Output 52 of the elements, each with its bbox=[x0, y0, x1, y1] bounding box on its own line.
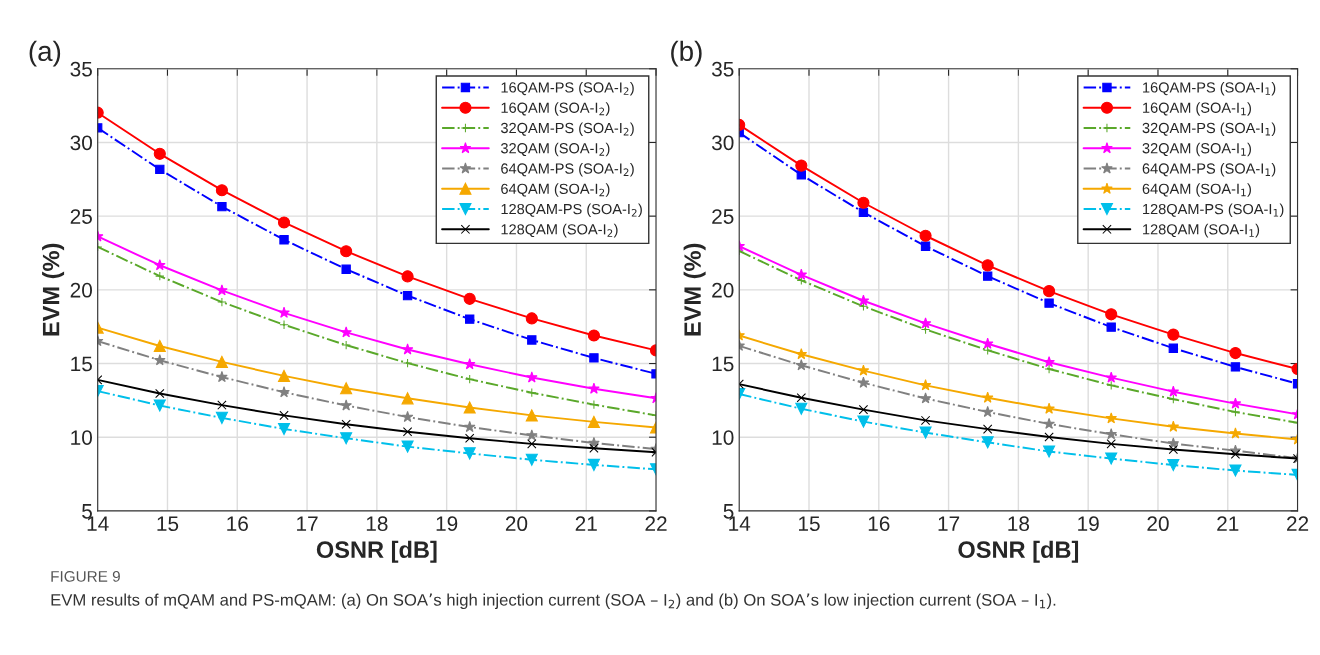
y-tick-label: 15 bbox=[71, 356, 92, 372]
x-tick-label: 21 bbox=[575, 516, 597, 531]
chart-title: (b) bbox=[671, 40, 702, 67]
y-tick-label: 20 bbox=[70, 282, 93, 298]
y-tick-label: 30 bbox=[711, 135, 734, 151]
x-tick-label: 18 bbox=[366, 516, 388, 532]
x-tick-label: 21 bbox=[1217, 516, 1239, 531]
y-tick-label: 10 bbox=[71, 430, 93, 445]
x-axis-title: OSNR [dB] bbox=[958, 540, 1079, 563]
legend-label: 128QAM (SOA-I$_{2}$) bbox=[501, 223, 618, 238]
x-tick-label: 18 bbox=[1008, 516, 1030, 532]
legend-label: 32QAM (SOA-I$_{2}$) bbox=[500, 142, 610, 157]
y-tick-label: 10 bbox=[712, 430, 734, 445]
legend-label: 16QAM (SOA-I$_{2}$) bbox=[501, 102, 610, 116]
y-tick-label: 20 bbox=[712, 282, 734, 298]
y-axis-title: EVM (%) bbox=[42, 243, 65, 336]
text: EVM results of mQAM and PS-mQAM: (a) On SOA’s high injection current (SOA – I$_{2}$) and (b) On SOA’s low injection current (SOA – I$_{1}$). bbox=[51, 593, 1056, 610]
x-tick-label: 20 bbox=[505, 516, 528, 532]
y-tick-label: 15 bbox=[712, 356, 734, 372]
x-tick-label: 17 bbox=[938, 516, 960, 531]
legend-label: 32QAM-PS (SOA-I$_{2}$) bbox=[500, 122, 634, 137]
legend-label: 64QAM-PS (SOA-I$_{2}$) bbox=[501, 162, 634, 177]
legend-label: 64QAM (SOA-I$_{2}$) bbox=[501, 183, 610, 197]
y-tick-label: 25 bbox=[712, 209, 734, 224]
x-tick-label: 20 bbox=[1147, 516, 1169, 532]
legend-label: 64QAM-PS (SOA-I$_{1}$) bbox=[1142, 162, 1276, 177]
x-tick-label: 15 bbox=[157, 516, 179, 532]
y-tick-label: 35 bbox=[70, 61, 92, 77]
legend-label: 16QAM-PS (SOA-I$_{1}$) bbox=[1143, 81, 1276, 96]
legend-label: 128QAM-PS (SOA-I$_{1}$) bbox=[1143, 203, 1284, 218]
y-axis-title: EVM (%) bbox=[683, 243, 706, 336]
chart-title: (a) bbox=[29, 40, 61, 67]
caption: FIGURE 9 bbox=[51, 570, 120, 582]
legend-label: 32QAM (SOA-I$_{1}$) bbox=[1142, 142, 1251, 157]
x-tick-label: 15 bbox=[799, 516, 820, 532]
y-tick-label: 30 bbox=[70, 135, 93, 151]
legend-label: 32QAM-PS (SOA-I$_{1}$) bbox=[1142, 122, 1276, 137]
y-tick-label: 35 bbox=[711, 61, 734, 77]
x-axis-title: OSNR [dB] bbox=[316, 540, 437, 563]
x-tick-label: 22 bbox=[1287, 516, 1309, 531]
legend-label: 16QAM-PS (SOA-I$_{2}$) bbox=[501, 81, 634, 96]
x-tick-label: 19 bbox=[1078, 516, 1099, 532]
legend-label: 128QAM (SOA-I$_{1}$) bbox=[1143, 223, 1260, 238]
legend-label: 64QAM (SOA-I$_{1}$) bbox=[1142, 183, 1251, 197]
y-tick-label: 25 bbox=[70, 209, 92, 224]
legend-label: 16QAM (SOA-I$_{1}$) bbox=[1143, 102, 1251, 116]
x-tick-label: 22 bbox=[645, 516, 667, 531]
x-tick-label: 19 bbox=[436, 516, 458, 532]
x-tick-label: 16 bbox=[227, 516, 248, 532]
legend-label: 128QAM-PS (SOA-I$_{2}$) bbox=[501, 203, 642, 218]
x-tick-label: 16 bbox=[868, 516, 890, 532]
x-tick-label: 17 bbox=[297, 516, 318, 531]
